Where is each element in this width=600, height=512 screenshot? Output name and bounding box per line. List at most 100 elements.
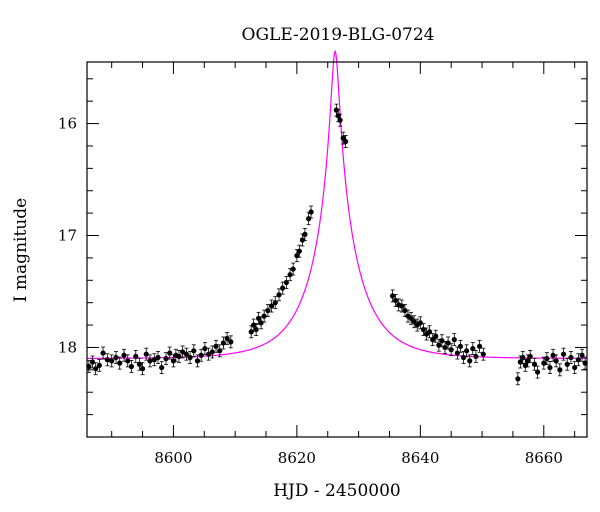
data-point <box>411 319 417 325</box>
chart-title: OGLE-2019-BLG-0724 <box>242 25 435 45</box>
data-point <box>306 216 312 222</box>
data-point <box>96 362 102 368</box>
data-point <box>194 358 201 364</box>
axis-ticks <box>87 62 587 438</box>
data-point <box>290 266 296 272</box>
data-point <box>308 209 314 215</box>
data-point <box>408 315 414 321</box>
data-point <box>253 326 259 333</box>
data-point <box>228 339 234 345</box>
x-tick-label: 8660 <box>525 449 563 467</box>
data-point <box>520 354 526 361</box>
data-point <box>163 356 169 362</box>
data-point <box>258 320 264 326</box>
data-point <box>550 352 556 358</box>
data-point <box>220 340 227 346</box>
data-point <box>464 348 470 354</box>
data-point <box>100 350 106 356</box>
data-point <box>454 350 460 356</box>
data-point <box>89 359 96 365</box>
data-point <box>147 358 153 364</box>
tick-labels: 8600 8620 8640 8660 16 17 18 <box>58 115 563 467</box>
y-tick-label: 17 <box>58 227 77 245</box>
data-point <box>515 376 521 382</box>
data-point <box>568 354 574 361</box>
data-point <box>272 300 278 306</box>
data-point <box>302 231 308 237</box>
data-point <box>535 369 541 375</box>
data-point <box>564 361 570 367</box>
data-point <box>402 307 408 314</box>
data-point <box>451 337 457 343</box>
y-tick-label: 16 <box>58 115 77 133</box>
data-point <box>527 353 533 360</box>
data-point <box>287 272 293 278</box>
data-point <box>217 348 223 354</box>
data-point <box>187 354 193 361</box>
data-point <box>445 340 451 346</box>
x-tick-label: 8640 <box>401 449 439 467</box>
data-point <box>480 351 486 357</box>
data-point <box>448 347 454 353</box>
data-point <box>209 349 215 355</box>
data-point <box>109 358 115 364</box>
data-point <box>176 353 182 360</box>
data-points <box>86 103 588 386</box>
data-point <box>276 292 282 298</box>
data-point <box>280 285 286 291</box>
data-point <box>433 333 439 339</box>
data-point <box>470 345 476 352</box>
data-point <box>333 107 339 113</box>
data-point <box>557 367 563 373</box>
x-axis-label: HJD - 2450000 <box>273 481 401 501</box>
data-point <box>417 320 423 326</box>
data-point <box>531 361 538 367</box>
plot-area <box>86 49 588 386</box>
model-curve <box>87 49 587 359</box>
data-point <box>183 351 189 357</box>
data-point <box>139 366 146 372</box>
data-point <box>213 343 219 349</box>
data-point <box>224 335 230 342</box>
data-point <box>143 351 149 357</box>
y-axis-label: I magnitude <box>11 198 31 302</box>
data-point <box>337 117 343 123</box>
data-point <box>170 358 177 364</box>
data-point <box>191 348 197 354</box>
data-point <box>553 358 559 364</box>
data-point <box>439 338 445 344</box>
data-point <box>117 360 123 366</box>
data-point <box>113 354 119 361</box>
data-point <box>167 350 173 356</box>
plot-frame <box>86 61 588 438</box>
data-point <box>299 237 306 243</box>
data-point <box>104 357 110 363</box>
data-point <box>125 358 131 364</box>
data-point <box>547 364 553 371</box>
data-point <box>248 329 254 335</box>
data-point <box>460 354 467 361</box>
data-point <box>467 358 473 364</box>
data-point <box>283 279 289 286</box>
data-point <box>430 337 436 343</box>
x-tick-label: 8600 <box>154 449 192 467</box>
y-tick-label: 18 <box>58 338 77 356</box>
data-point <box>159 364 165 371</box>
data-point <box>128 363 135 370</box>
data-point <box>265 307 271 314</box>
x-tick-label: 8620 <box>278 449 316 467</box>
data-point <box>544 356 550 362</box>
data-point <box>473 353 479 360</box>
data-point <box>93 366 99 372</box>
data-point <box>268 303 275 309</box>
data-point <box>198 352 204 358</box>
data-point <box>426 329 433 335</box>
data-point <box>155 354 161 361</box>
data-point <box>476 343 483 349</box>
data-point <box>575 357 581 363</box>
data-point <box>572 364 578 371</box>
data-point <box>121 352 127 358</box>
data-point <box>133 353 139 360</box>
data-point <box>202 345 208 352</box>
